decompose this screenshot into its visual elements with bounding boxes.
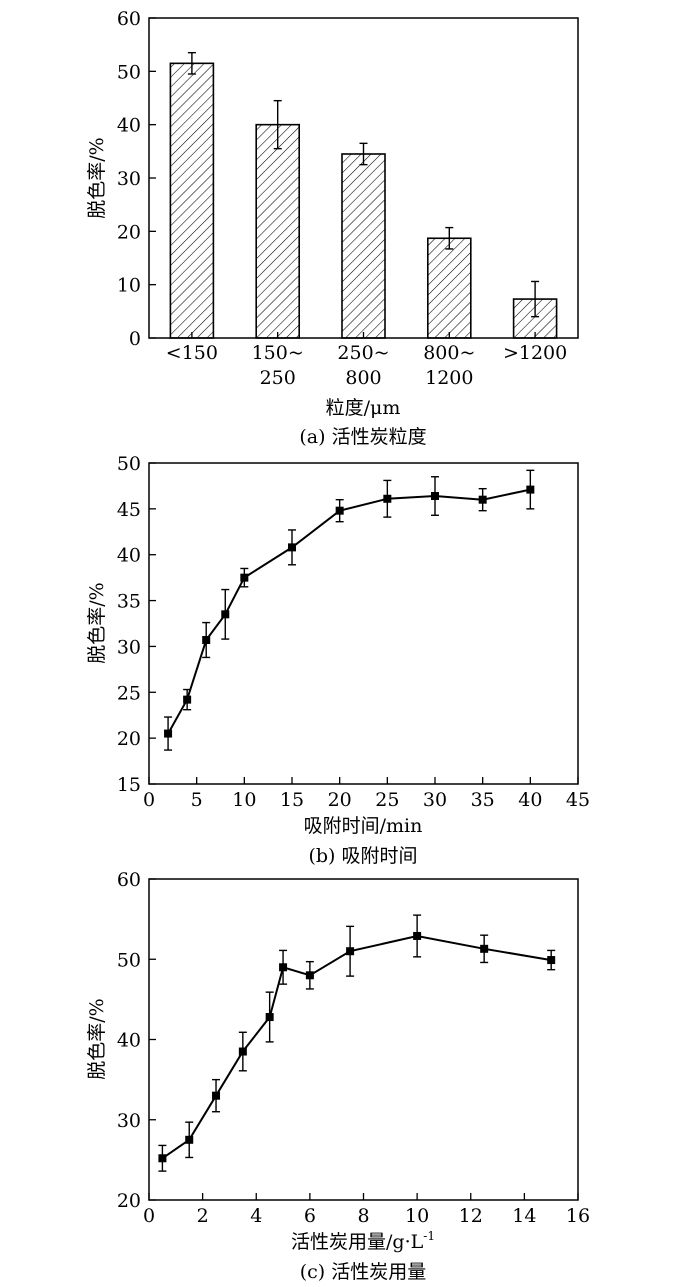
chart-a-bar (169, 62, 215, 339)
chart-c-data-point (185, 1135, 194, 1144)
chart-c-data-point (547, 956, 556, 965)
chart-c-xlabel: 活性炭用量/g·L-1 (291, 1229, 435, 1253)
chart-b-xlabel: 吸附时间/min (304, 815, 423, 837)
chart-a-ytick-label: 60 (117, 8, 141, 30)
chart-a-xlabel: 粒度/μm (326, 397, 401, 419)
chart-c-xtick-label: 10 (405, 1205, 429, 1227)
chart-b-ytick-label: 15 (117, 774, 141, 796)
chart-a-xtick-label: 800~ (423, 342, 475, 364)
chart-c-data-point (158, 1154, 167, 1163)
chart-b-xtick-label: 0 (143, 789, 155, 811)
chart-c-xtick-label: 16 (566, 1205, 590, 1227)
chart-b-ylabel: 脱色率/% (86, 582, 108, 663)
chart-b-xtick-label: 35 (471, 789, 495, 811)
chart-b-caption: (b) 吸附时间 (308, 845, 417, 867)
chart-b-ytick-label: 30 (117, 636, 141, 658)
chart-b-xtick-label: 15 (280, 789, 304, 811)
chart-b-xtick-label: 20 (328, 789, 352, 811)
chart-a-ytick-label: 30 (117, 168, 141, 190)
chart-b-ytick-label: 50 (117, 453, 141, 475)
chart-a-bar (341, 153, 386, 339)
chart-b-data-point (431, 492, 439, 501)
chart-b-adsorption-time: 15 20 25 30 35 40 45 50 0 5 10 15 20 25 30 35 40 45 脱色率/… (86, 453, 590, 867)
chart-b-data-point (526, 485, 535, 494)
chart-b-ytick-label: 40 (117, 545, 141, 567)
chart-b-ytick-label: 35 (117, 591, 141, 613)
chart-c-carbon-dosage: 20 30 40 50 60 0 2 4 6 8 10 12 14 16 脱色率/% 活性炭用量/g·L… (86, 869, 590, 1283)
chart-a-ytick-label: 50 (117, 61, 141, 83)
chart-b-ytick-label: 25 (117, 682, 141, 704)
chart-c-xtick-label: 0 (143, 1205, 155, 1227)
chart-c-xtick-label: 4 (250, 1205, 262, 1227)
chart-c-data-point (305, 971, 314, 980)
chart-c-xtick-label: 6 (304, 1205, 316, 1227)
chart-c-data-point (212, 1091, 221, 1100)
chart-a-ytick-label: 20 (117, 221, 141, 243)
chart-b-data-point (221, 610, 230, 619)
chart-b-data-point (478, 495, 487, 504)
chart-b-xtick-label: 10 (232, 789, 256, 811)
chart-c-xtick-label: 14 (512, 1205, 536, 1227)
chart-b-ytick-label: 20 (117, 728, 141, 750)
chart-a-xtick-label: 250 (260, 367, 296, 389)
chart-c-ytick-label: 50 (117, 949, 141, 971)
chart-a-bar (426, 237, 472, 339)
chart-c-ytick-label: 40 (117, 1030, 141, 1052)
chart-c-ylabel: 脱色率/% (86, 998, 108, 1079)
chart-b-data-point (335, 506, 344, 515)
chart-b-data-point (183, 695, 192, 704)
chart-b-plot-frame (148, 462, 579, 785)
chart-a-xtick-label: <150 (166, 342, 218, 364)
chart-c-series-line (161, 934, 552, 1160)
chart-b-xtick-label: 30 (423, 789, 447, 811)
chart-a-caption: (a) 活性炭粒度 (299, 426, 426, 448)
chart-b-xtick-label: 25 (375, 789, 399, 811)
chart-b-data-point (240, 573, 249, 582)
chart-c-xtick-label: 12 (459, 1205, 483, 1227)
chart-c-data-point (480, 944, 489, 953)
chart-c-caption: (c) 活性炭用量 (300, 1261, 427, 1283)
chart-a-xtick-label: 1200 (425, 367, 473, 389)
chart-b-xtick-label: 40 (518, 789, 542, 811)
chart-b-xtick-label: 45 (566, 789, 590, 811)
chart-a-xtick-label: 250~ (337, 342, 389, 364)
chart-a-bar (255, 123, 301, 339)
chart-c-data-point (346, 947, 355, 956)
chart-a-ytick-label: 0 (129, 328, 141, 350)
chart-b-data-point (383, 494, 392, 503)
chart-c-xlabel-sup: -1 (423, 1229, 435, 1243)
chart-c-ytick-label: 20 (117, 1190, 141, 1212)
chart-c-data-point (238, 1047, 247, 1056)
chart-a-xtick-label: 150~ (252, 342, 304, 364)
chart-a-particle-size: 0 10 20 30 40 50 60 <150 150~ 250 250~ 800 800~ 1200… (86, 8, 579, 448)
chart-c-data-point (413, 931, 422, 940)
chart-a-ytick-label: 40 (117, 115, 141, 137)
chart-b-ytick-label: 45 (117, 499, 141, 521)
chart-c-ytick-label: 60 (117, 869, 141, 891)
chart-c-ytick-label: 30 (117, 1110, 141, 1132)
chart-c-xlabel-main: 活性炭用量/g·L (291, 1231, 424, 1253)
chart-c-data-point (265, 1013, 274, 1022)
chart-a-ytick-label: 10 (117, 275, 141, 297)
chart-b-data-point (202, 636, 211, 645)
chart-a-xtick-label: >1200 (503, 342, 567, 364)
chart-c-xtick-label: 8 (357, 1205, 369, 1227)
chart-a-xtick-label: 800 (345, 367, 381, 389)
chart-c-data-point (279, 963, 288, 972)
chart-c-plot-frame (148, 878, 579, 1201)
chart-a-ylabel: 脱色率/% (86, 137, 108, 218)
chart-b-xtick-label: 5 (191, 789, 203, 811)
chart-c-xtick-label: 2 (197, 1205, 209, 1227)
chart-b-data-point (164, 729, 173, 738)
chart-b-data-point (288, 543, 296, 552)
